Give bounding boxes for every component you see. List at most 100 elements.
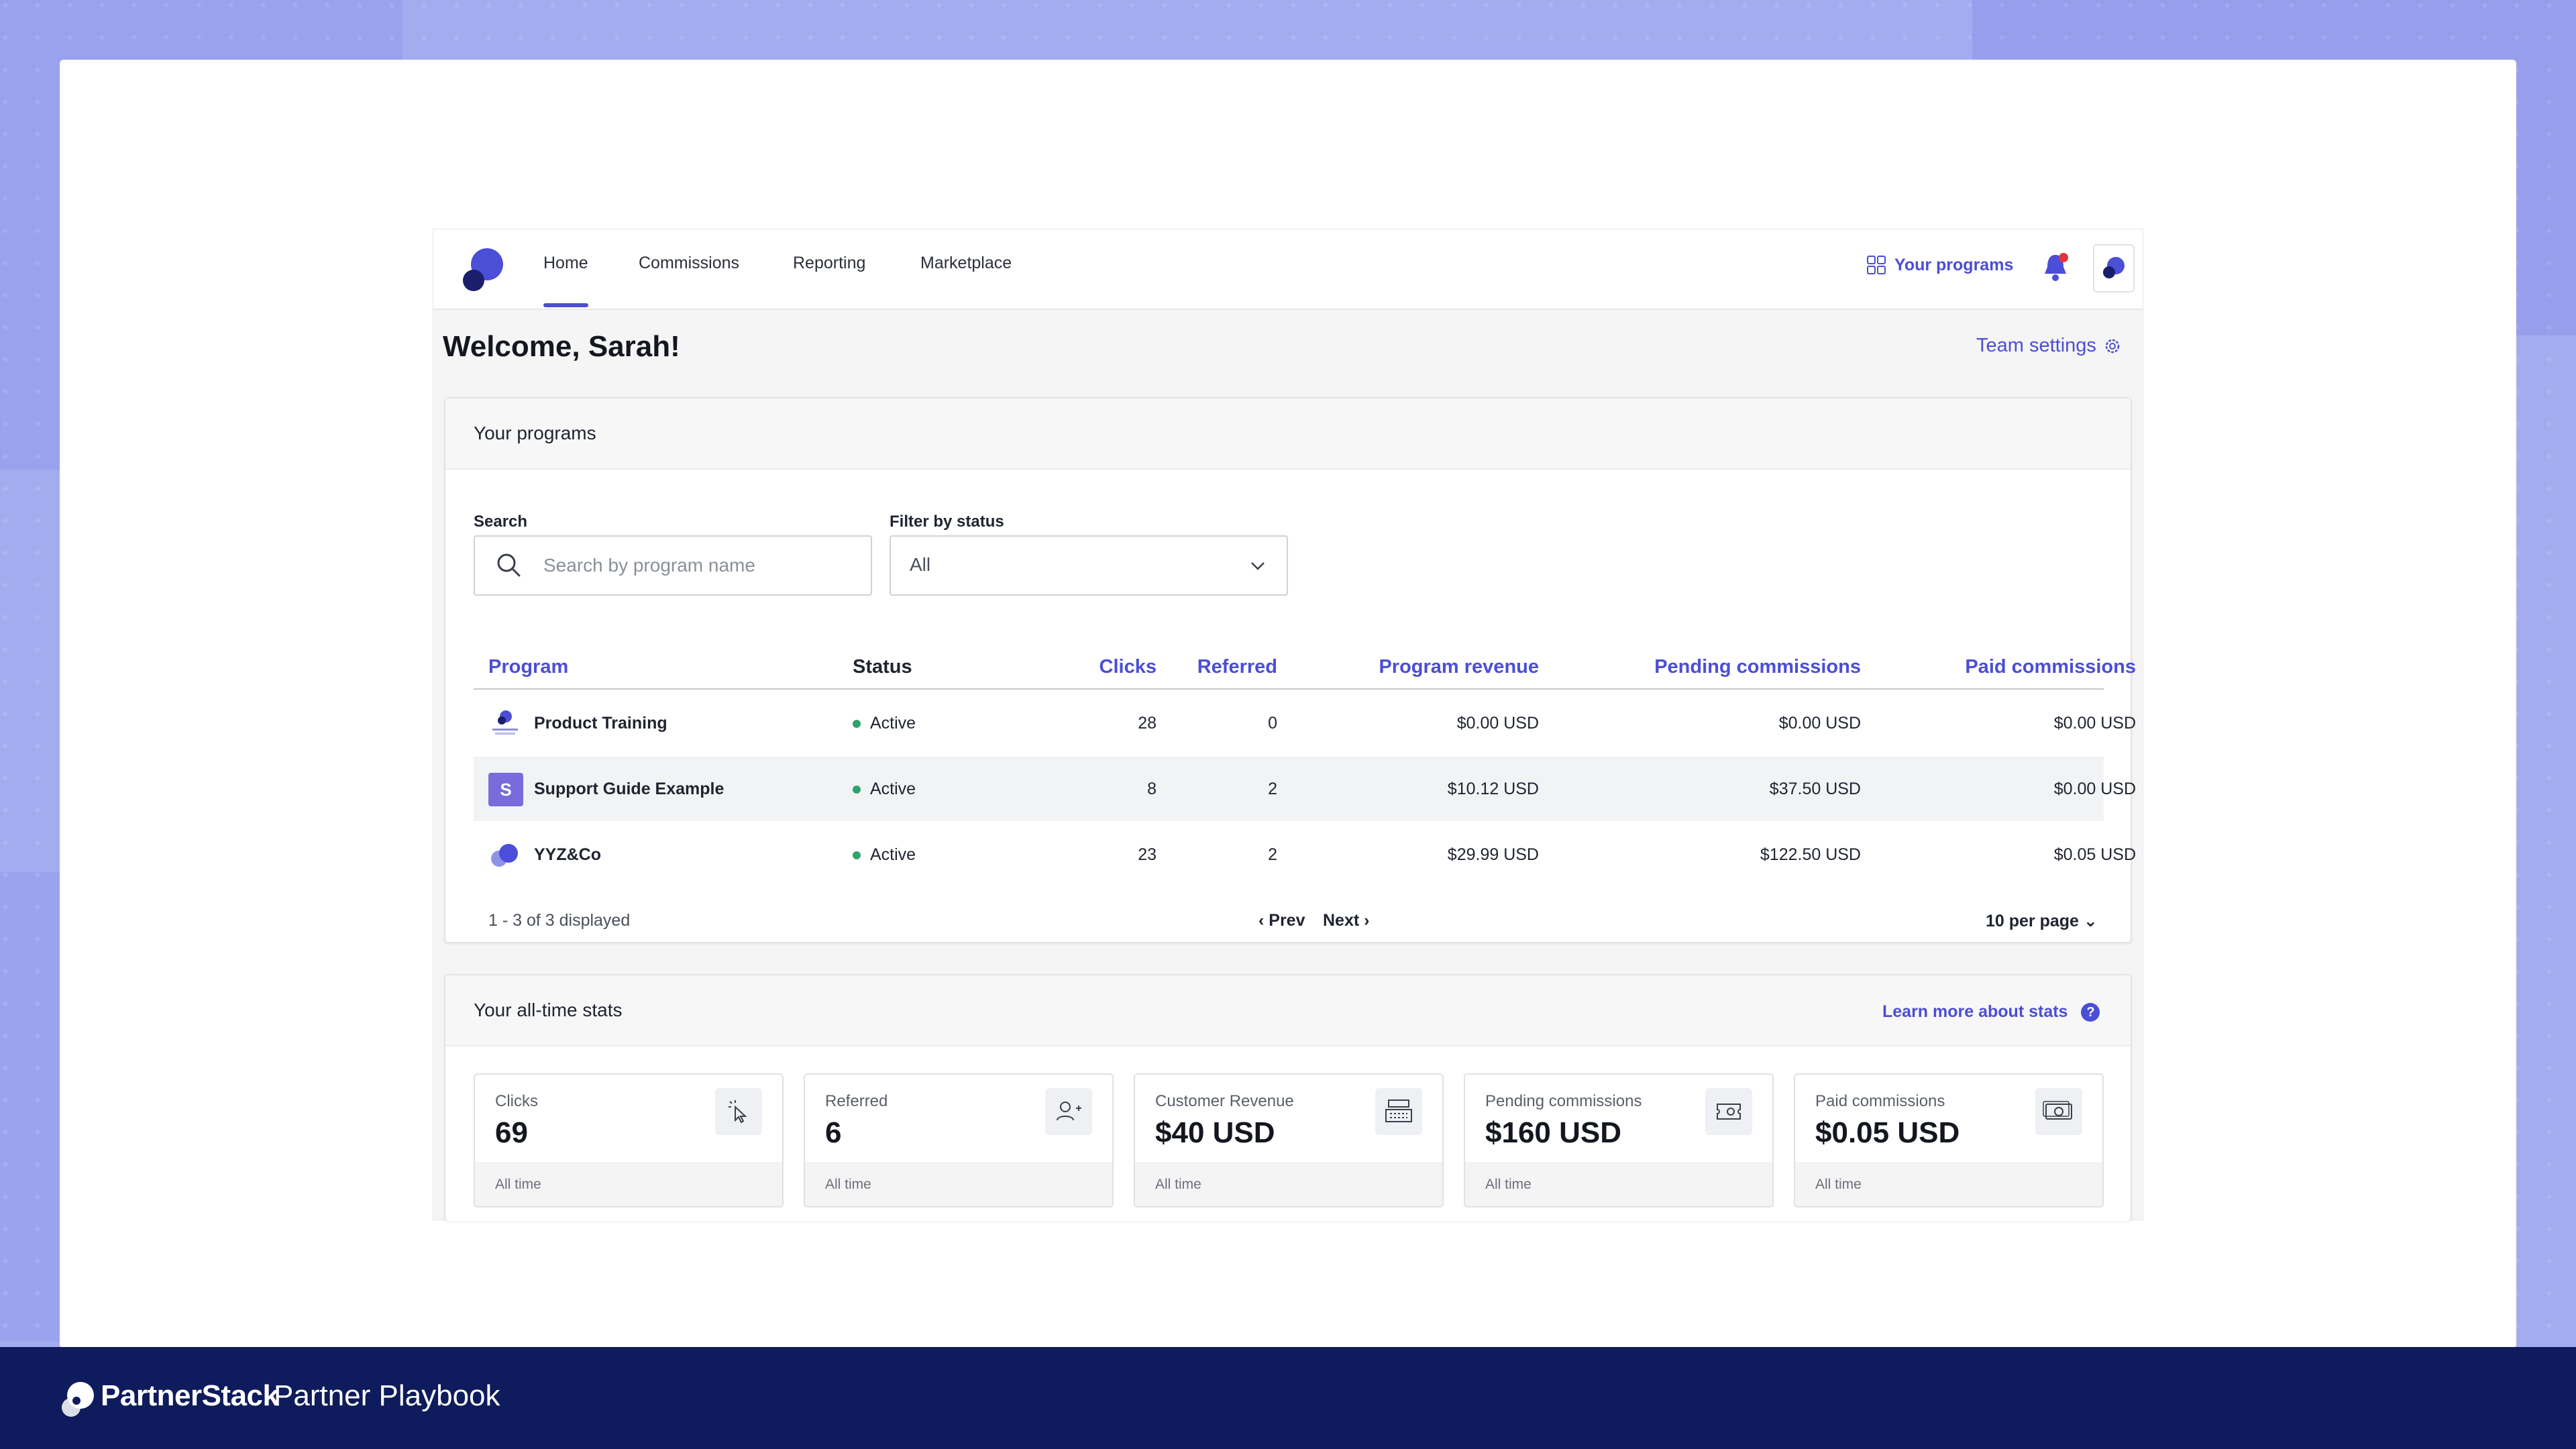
status-dot-icon [853,786,861,794]
stat-value: 69 [495,1116,528,1149]
partnerstack-logo-icon[interactable] [462,247,504,292]
grid-icon [1867,256,1886,274]
column-header-pending-commissions[interactable]: Pending commissions [1654,656,1861,678]
program-name[interactable]: YYZ&Co [534,845,601,864]
cursor-click-icon [715,1088,762,1135]
stat-label: Customer Revenue [1155,1092,1294,1110]
stats-panel-title: Your all-time stats [474,1000,623,1020]
table-row[interactable]: YYZ&Co Active 23 2 $29.99 USD $122.50 US… [474,822,2136,887]
column-header-paid-commissions[interactable]: Paid commissions [1965,656,2136,678]
programs-panel: Your programs Search Filter by status Al… [444,397,2136,943]
pending-value: $37.50 USD [1769,780,1861,798]
nav-tab-reporting[interactable]: Reporting [793,254,866,272]
status-filter-value: All [910,554,931,575]
ticket-icon [1705,1088,1752,1135]
chevron-down-icon: ⌄ [2078,912,2098,930]
search-field[interactable] [474,535,872,596]
nav-tab-commissions[interactable]: Commissions [639,254,740,272]
paid-value: $0.00 USD [2053,714,2136,733]
footer-brand: PartnerStack [101,1379,279,1412]
status-filter-select[interactable]: All [890,535,1288,596]
stat-value: $40 USD [1155,1116,1275,1149]
gear-icon [2105,339,2120,353]
status-dot-icon [853,720,861,729]
stats-panel-header: Your all-time stats Learn more about sta… [445,975,2131,1046]
learn-more-label: Learn more about stats [1882,1002,2068,1021]
program-name[interactable]: Support Guide Example [534,780,724,798]
stat-label: Referred [825,1092,888,1110]
stat-card-paid-commissions: Paid commissions $0.05 USD All time [1794,1073,2104,1208]
app-window: Home Commissions Reporting Marketplace Y… [433,229,2143,1221]
stat-label: Clicks [495,1092,538,1110]
referred-value: 2 [1268,780,1277,798]
revenue-value: $0.00 USD [1456,714,1539,733]
next-page-button[interactable]: Next › [1323,911,1370,930]
program-name[interactable]: Product Training [534,714,667,733]
revenue-value: $10.12 USD [1447,780,1539,798]
stat-card-clicks: Clicks 69 All time [474,1073,784,1208]
your-programs-label: Your programs [1894,255,2014,274]
table-header-divider [474,688,2104,690]
yyz-logo-icon [491,844,518,867]
status-badge: Active [853,845,916,865]
help-question-icon: ? [2081,1002,2100,1022]
program-initial-badge: S [488,773,523,806]
per-page-select[interactable]: 10 per page ⌄ [1986,912,2098,930]
search-input[interactable] [542,550,853,581]
status-badge: Active [853,714,916,733]
chevron-right-icon: › [1359,911,1370,930]
referred-value: 2 [1268,845,1277,864]
stat-footer: All time [1135,1163,1442,1206]
search-icon [497,553,521,577]
product-training-logo-icon [492,710,518,735]
footer-bar: PartnerStack Partner Playbook [0,1347,2576,1449]
column-header-status: Status [853,656,912,678]
stat-value: $0.05 USD [1815,1116,1960,1149]
column-header-referred[interactable]: Referred [1197,656,1277,678]
partnerstack-logo-icon [2103,257,2125,278]
money-bill-icon [2035,1088,2082,1135]
top-navigation-bar: Home Commissions Reporting Marketplace Y… [433,229,2143,310]
programs-panel-title: Your programs [474,423,596,443]
cash-register-icon [1375,1088,1422,1135]
paid-value: $0.05 USD [2053,845,2136,864]
column-header-program[interactable]: Program [488,656,569,678]
stat-footer: All time [1795,1163,2102,1206]
search-label: Search [474,513,528,531]
programs-panel-header: Your programs [445,398,2131,470]
stat-card-pending-commissions: Pending commissions $160 USD All time [1464,1073,1774,1208]
nav-tab-marketplace[interactable]: Marketplace [920,254,1012,272]
page-title: Welcome, Sarah! [443,330,680,363]
team-settings-label: Team settings [1976,335,2096,356]
pending-value: $122.50 USD [1760,845,1861,864]
stats-panel: Your all-time stats Learn more about sta… [444,974,2132,1221]
stat-card-customer-revenue: Customer Revenue $40 USD All time [1134,1073,1444,1208]
stat-footer: All time [805,1163,1112,1206]
clicks-value: 8 [1147,780,1157,798]
account-avatar-button[interactable] [2093,244,2135,292]
pagination-summary: 1 - 3 of 3 displayed [488,911,631,930]
referred-value: 0 [1268,714,1277,733]
chevron-left-icon: ‹ [1258,911,1269,930]
prev-page-button[interactable]: ‹ Prev [1258,911,1305,930]
pending-value: $0.00 USD [1778,714,1861,733]
clicks-value: 23 [1138,845,1157,864]
stat-label: Pending commissions [1485,1092,1642,1110]
notification-bell-icon[interactable] [2042,252,2069,283]
stat-footer: All time [475,1163,782,1206]
column-header-clicks[interactable]: Clicks [1099,656,1157,678]
column-header-program-revenue[interactable]: Program revenue [1379,656,1539,678]
status-dot-icon [853,851,861,860]
stat-label: Paid commissions [1815,1092,1945,1110]
table-row[interactable]: Product Training Active 28 0 $0.00 USD $… [474,691,2136,755]
table-row[interactable]: S Support Guide Example Active 8 2 $10.1… [474,757,2136,821]
chevron-down-icon [1251,562,1265,570]
stat-value: 6 [825,1116,842,1149]
nav-tab-home[interactable]: Home [543,254,588,307]
your-programs-link[interactable]: Your programs [1866,255,2013,275]
learn-more-stats-link[interactable]: Learn more about stats ? [1882,1002,2100,1022]
stat-card-referred: Referred 6 All time [804,1073,1114,1208]
paid-value: $0.00 USD [2053,780,2136,798]
status-badge: Active [853,780,916,799]
team-settings-link[interactable]: Team settings [1976,335,2122,357]
